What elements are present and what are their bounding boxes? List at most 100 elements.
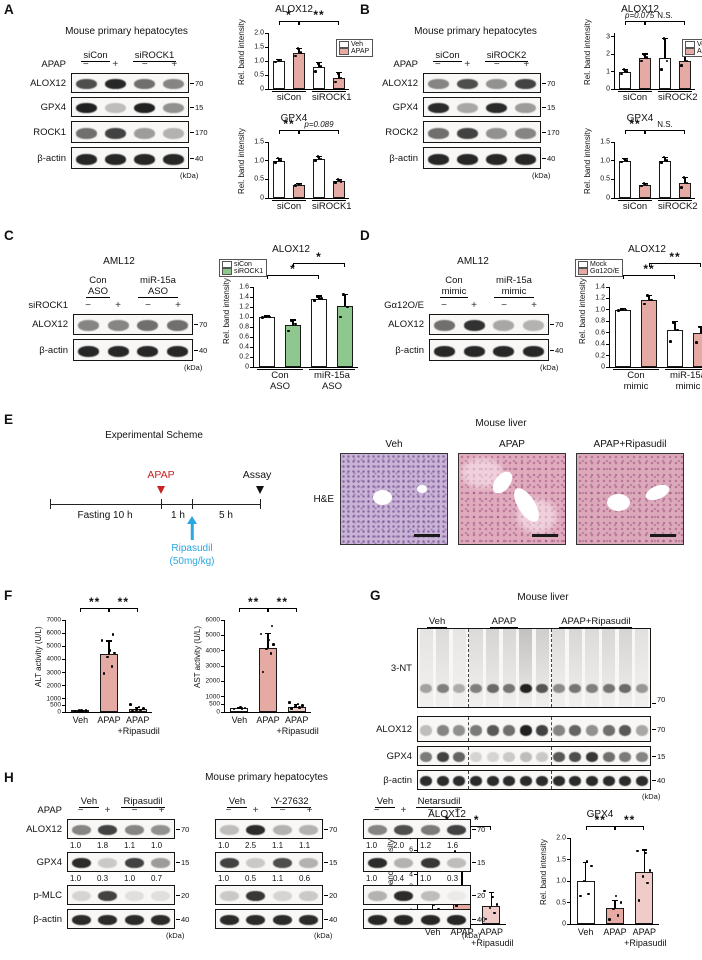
protein-band: [420, 775, 433, 787]
protein-band: [151, 914, 171, 926]
blot-row: β-actin 40: [366, 770, 698, 790]
treatment-row: siROCK1 − + − +: [18, 300, 220, 311]
x-group-label: miR-15a ASO: [309, 369, 355, 392]
blot-group-header: siCon siROCK1: [18, 45, 235, 62]
data-point: [279, 59, 283, 63]
data-point: [77, 709, 81, 712]
legend-item: Veh: [339, 41, 369, 48]
group-separator: [467, 747, 469, 765]
y-tick-label: 1.4: [595, 283, 605, 291]
y-tick: [414, 874, 417, 876]
sig-label: **: [283, 117, 295, 131]
blot-box: [423, 73, 541, 93]
data-point: [685, 59, 689, 63]
lane-group-label: Con ASO: [85, 275, 111, 298]
plot-wrap: 0 0.5 1.0 1.5 2.0 * ** siCon siROCK1 Veh APAP: [254, 8, 374, 103]
blot-box: [429, 339, 549, 361]
lane-sign: +: [464, 59, 471, 70]
chart-alt-activity: ALT activity (U/L) 0 500 1000 2000 3000 4000 50…: [34, 595, 160, 736]
y-tick-label: 1000: [205, 693, 220, 701]
protein-band: [124, 890, 144, 902]
data-point: [614, 894, 618, 898]
error-bar: [614, 900, 616, 909]
timeline-tick: [192, 499, 194, 509]
blot-box: [363, 885, 471, 905]
data-point: [296, 702, 300, 706]
protein-band: [420, 824, 440, 836]
marker-label: 15: [651, 752, 676, 761]
protein-band: [635, 724, 648, 736]
lane-group-label: APAP: [489, 616, 519, 628]
legend-item: APAP: [339, 48, 369, 55]
lane-sign: +: [400, 805, 407, 816]
protein-band: [76, 153, 97, 165]
protein-band: [71, 890, 91, 902]
error-bar-cap: [612, 899, 618, 901]
protein-band: [486, 751, 499, 763]
bar: [640, 300, 658, 367]
data-point: [484, 917, 488, 921]
lane-group-label: siROCK1: [132, 50, 177, 62]
y-tick-label: 0.6: [595, 329, 605, 337]
y-tick-label: 0: [606, 194, 610, 202]
marker-label: 20: [175, 891, 202, 900]
protein-band: [246, 857, 266, 869]
blot-box: [417, 770, 651, 790]
lane-group-label: Veh: [78, 796, 100, 808]
blot-row: 20: [210, 885, 350, 905]
protein-band: [428, 102, 449, 114]
x-tick-label: APAP: [479, 927, 503, 937]
data-point: [270, 624, 274, 628]
legend-swatch: [578, 268, 588, 275]
band-value: 0.3: [446, 874, 459, 883]
blot-row: GPX4 15: [370, 97, 581, 117]
data-point: [290, 319, 293, 322]
data-point: [73, 709, 77, 713]
protein-band: [436, 724, 449, 736]
marker-label: 40: [193, 346, 220, 355]
y-tick: [265, 197, 268, 199]
data-point: [102, 671, 106, 675]
protein-band: [457, 153, 478, 165]
band-value: 0.7: [150, 874, 163, 883]
y-tick: [265, 88, 268, 90]
data-point: [645, 881, 649, 885]
protein-band: [420, 914, 440, 926]
smear-lane: [452, 629, 467, 707]
y-tick-label: 7000: [46, 616, 61, 624]
data-point: [264, 315, 267, 318]
band-value: 1.0: [69, 874, 82, 883]
protein-band: [635, 751, 648, 763]
liver-title: Mouse liver: [517, 592, 569, 603]
protein-band: [151, 857, 171, 869]
y-tick-label: 2000: [46, 682, 61, 690]
y-tick-label: 4: [409, 871, 413, 879]
one-hour-segment-label: 1 h: [171, 510, 185, 521]
blot-row-label: β-actin: [33, 913, 62, 925]
blot-row: ALOX12 70: [16, 819, 202, 839]
data-point: [680, 186, 683, 189]
protein-band: [71, 824, 91, 836]
protein-band: [428, 153, 449, 165]
scale-bar: [414, 534, 440, 537]
x-tick-sublabel: +Ripasudil: [471, 938, 514, 948]
data-point: [265, 647, 268, 651]
panel-label-b: B: [360, 2, 370, 17]
chart-c-alox12: ALOX12 Rel. band intensity 0 0.2 0.4 0.6 0.8 1.…: [219, 244, 361, 399]
protein-band: [519, 683, 532, 693]
marker-label: 15: [323, 858, 350, 867]
protein-band: [515, 102, 536, 114]
sig-label: *: [290, 262, 296, 276]
protein-band: [272, 890, 292, 902]
legend-item: siROCK1: [222, 268, 263, 275]
y-tick: [567, 837, 570, 839]
blot-row-label: ALOX12: [32, 319, 68, 330]
blot-row: GPX4 15: [366, 746, 698, 766]
panel-label-e: E: [4, 412, 14, 427]
blot-row-label: ALOX12: [26, 823, 62, 835]
x-tick-label: APAP: [97, 715, 121, 725]
x-tick-sublabel: +Ripasudil: [117, 726, 160, 736]
sig-label: N.S.: [657, 120, 673, 129]
bar: [258, 317, 276, 367]
y-tick-label: 3000: [205, 662, 220, 670]
